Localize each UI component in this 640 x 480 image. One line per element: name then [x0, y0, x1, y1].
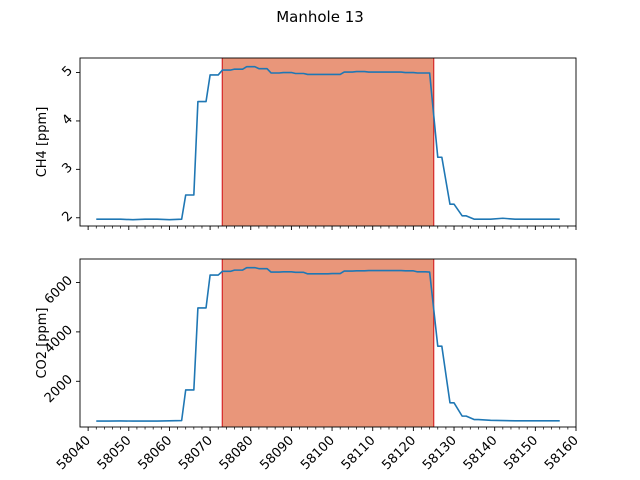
co2-xtick-label: 58130 [420, 433, 460, 473]
ch4-ytick-label: 2 [59, 209, 75, 225]
co2-xtick-label: 58060 [135, 433, 175, 473]
ch4-ytick-label: 5 [59, 63, 75, 79]
co2-xtick-label: 58050 [95, 433, 135, 473]
co2-series-line-0 [96, 266, 560, 422]
co2-xtick-label: 58090 [257, 433, 297, 473]
ch4-ytick-label: 4 [59, 112, 75, 128]
ch4-ylabel: CH4 [ppm] [35, 107, 50, 178]
co2-xtick-label: 58160 [542, 433, 582, 473]
co2-axes-frame [79, 258, 577, 428]
chart-title: Manhole 13 [276, 8, 364, 26]
co2-xtick-label: 58150 [501, 433, 541, 473]
ch4-shaded-region [222, 58, 434, 226]
co2-ylabel: CO2 [ppm] [35, 307, 50, 378]
co2-xtick-label: 58080 [217, 433, 257, 473]
ch4-panel: 2 3 4 5 CH4 [ppm] [35, 57, 577, 230]
ch4-series-line-0 [96, 65, 560, 221]
co2-xtick-label: 58140 [461, 433, 501, 473]
co2-xtick-label: 58100 [298, 433, 338, 473]
co2-shaded-region [222, 259, 434, 427]
ch4-ytick-label: 3 [59, 160, 75, 176]
co2-xtick-label: 58110 [339, 433, 379, 473]
co2-xtick-label: 58070 [176, 433, 216, 473]
ch4-axes-frame [79, 57, 577, 227]
co2-ytick-label: 6000 [42, 273, 76, 307]
co2-xtick-label: 58120 [379, 433, 419, 473]
co2-xtick-label: 58040 [54, 433, 94, 473]
